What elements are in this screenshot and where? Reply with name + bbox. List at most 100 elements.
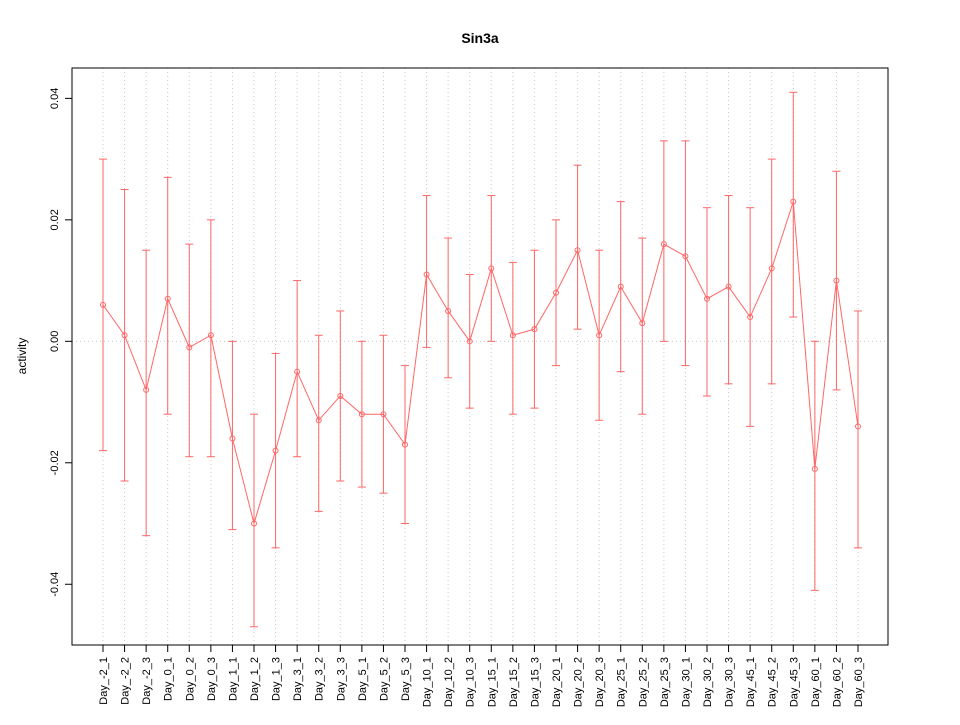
y-tick-label: -0.04 [49,572,61,597]
data-point [121,332,128,339]
x-tick-label: Day_15_2 [508,657,520,707]
error-bar [163,176,172,415]
data-point [358,411,365,418]
x-tick-label: Day_60_2 [831,657,843,707]
error-bar [250,413,258,628]
data-point [768,265,775,272]
x-tick-label: Day_3_3 [335,657,347,701]
y-axis-label: activity [15,338,29,375]
data-point [100,301,106,308]
x-tick-label: Day_45_1 [745,657,757,707]
x-tick-label: Day_15_1 [486,657,498,707]
x-tick-label: Day_-2_3 [141,657,153,705]
error-bar [314,334,323,512]
data-point [790,198,797,205]
data-point [294,368,301,375]
x-tick-label: Day_1_1 [227,657,239,701]
data-point [445,307,452,314]
data-point [251,520,257,527]
x-tick-label: Day_5_1 [357,657,369,701]
error-bar [681,140,690,367]
data-point [531,326,538,333]
x-tick-label: Day_20_1 [551,657,563,707]
x-tick-label: Day_25_1 [616,657,628,707]
error-bar [767,158,776,385]
error-bar [573,164,582,330]
data-point [855,423,861,430]
x-tick-label: Day_60_3 [853,657,865,707]
data-point [553,289,559,296]
data-point [315,417,322,424]
error-bar [228,340,237,531]
error-bar [206,219,215,458]
x-tick-label: Day_0_3 [206,657,218,701]
x-tick-label: Day_30_1 [680,657,692,707]
y-tick-label: 0.04 [49,88,61,109]
data-point [466,338,473,345]
data-point [725,283,732,290]
data-point [164,295,171,302]
error-bar [422,195,431,348]
x-tick-label: Day_25_3 [659,657,671,707]
series-line [102,201,859,526]
data-point [704,295,710,302]
data-point [207,332,214,339]
x-tick-label: Day_-2_2 [120,657,132,705]
error-bar [444,237,453,379]
x-tick-label: Day_45_3 [788,657,800,707]
x-tick-label: Day_-2_1 [98,657,110,705]
data-point [143,386,150,393]
chart-title: Sin3a [461,30,499,46]
data-point [639,320,646,327]
x-tick-label: Day_30_2 [702,657,714,707]
error-bar [508,261,517,415]
error-bar [724,195,733,385]
error-bar [659,140,668,342]
data-point [229,435,236,442]
error-bar [638,237,647,415]
data-point [833,277,840,284]
x-tick-label: Day_3_2 [314,657,326,701]
data-point [574,247,581,254]
x-tick-label: Day_1_2 [249,657,261,701]
data-point [337,392,344,399]
x-tick-label: Day_1_3 [271,657,283,701]
y-tick-label: 0.00 [49,331,61,352]
error-bar [293,280,302,458]
plot-area: -0.04 -0.02 0.00 0.02 0.04 Day_-2_1 Day_-2_2 Da… [49,67,889,707]
data-point [596,332,603,339]
x-tick-label: Day_5_2 [378,657,390,701]
x-tick-label: Day_10_1 [422,657,434,707]
data-point [402,441,408,448]
x-tick-label: Day_5_3 [400,657,412,701]
data-point [509,332,516,339]
data-point [186,344,193,351]
x-tick-label: Day_20_2 [573,657,585,707]
x-tick-label: Day_25_2 [637,657,649,707]
x-tick-label: Day_60_1 [810,657,822,707]
x-tick-label: Day_45_2 [767,657,779,707]
x-tick-label: Day_3_1 [292,657,304,701]
data-point [423,271,430,278]
data-point [272,447,279,454]
x-tick-label: Day_10_2 [443,657,455,707]
error-bar [703,207,711,397]
error-bar [854,310,862,549]
plot-frame [71,67,889,646]
x-tick-label: Day_10_3 [465,657,477,707]
data-point [617,283,624,290]
x-tick-label: Day_15_3 [529,657,541,707]
data-point [747,314,754,321]
x-tick-label: Day_0_1 [163,657,175,701]
y-tick-label: -0.02 [49,450,61,475]
data-point [682,253,689,260]
data-point [488,265,495,272]
data-point [660,241,667,248]
error-bar [185,243,194,458]
x-tick-label: Day_30_3 [724,657,736,707]
data-point [380,411,387,418]
error-bar [142,249,151,537]
y-tick-label: 0.02 [49,209,61,230]
